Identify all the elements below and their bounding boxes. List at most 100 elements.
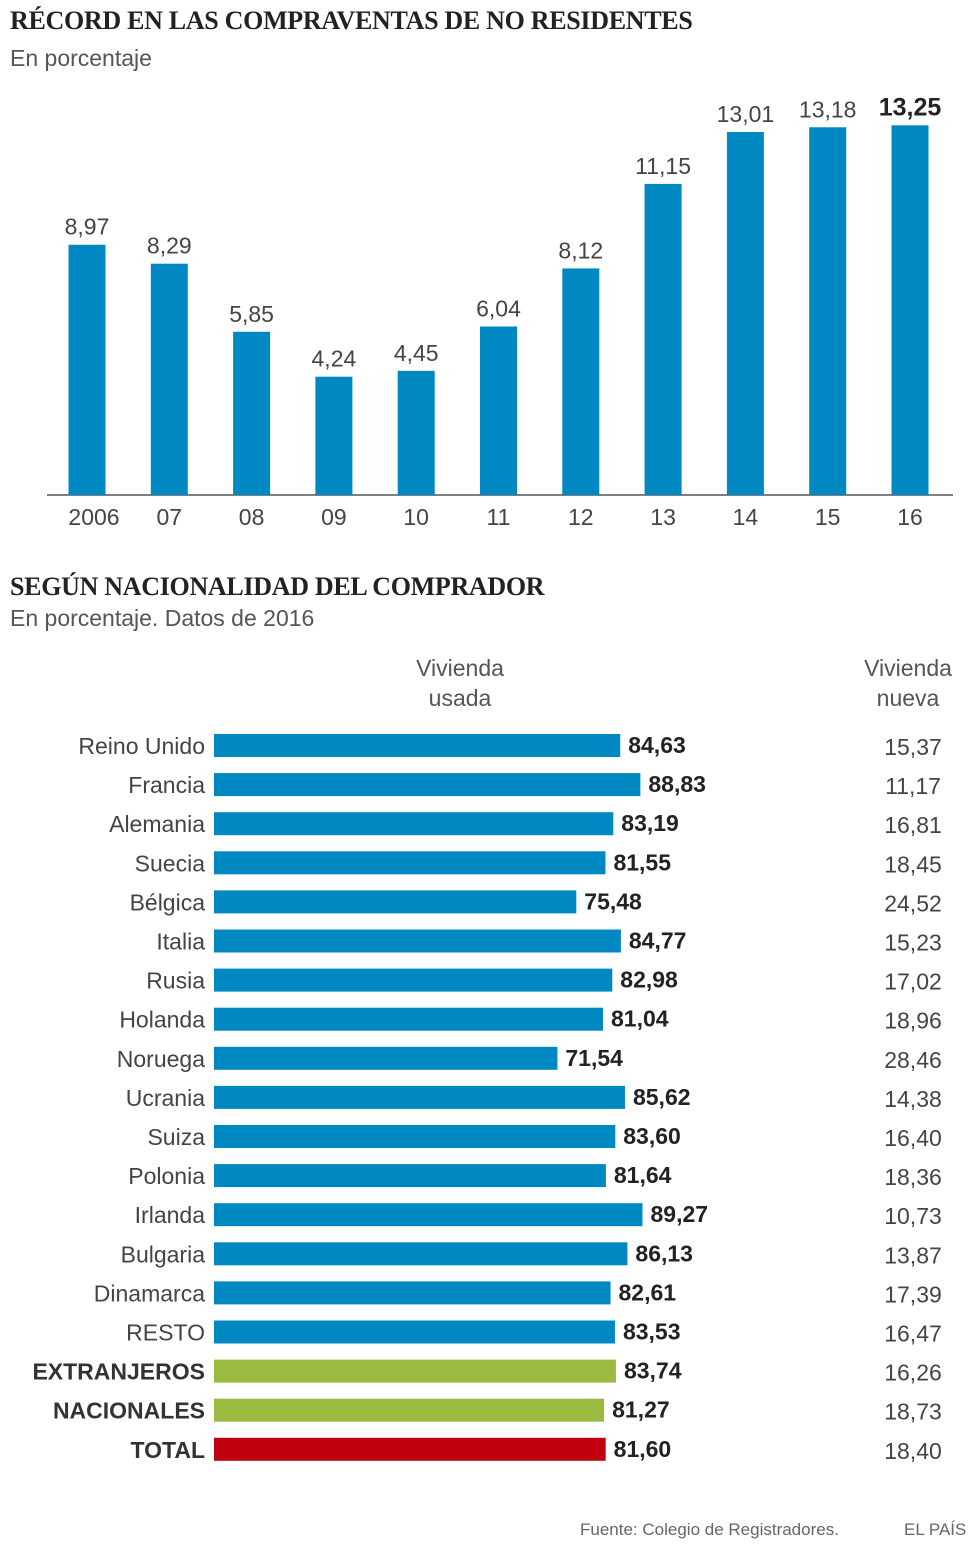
used-value-italia: 84,77 — [629, 928, 687, 954]
value-label-12: 8,12 — [558, 237, 603, 263]
row-label-holanda: Holanda — [119, 1007, 205, 1033]
new-value-nacionales: 18,73 — [884, 1399, 942, 1425]
used-value-extranjeros: 83,74 — [624, 1358, 682, 1384]
x-tick-label-11: 11 — [487, 504, 511, 530]
used-value-reino-unido: 84,63 — [628, 732, 686, 758]
used-value-resto: 83,53 — [623, 1319, 681, 1345]
value-label-16: 13,25 — [879, 93, 942, 121]
row-label-b-lgica: Bélgica — [130, 889, 206, 915]
row-label-rusia: Rusia — [146, 968, 205, 994]
new-value-bulgaria: 13,87 — [884, 1242, 942, 1268]
source-note: Fuente: Colegio de Registradores. — [580, 1520, 839, 1539]
bar-suiza — [214, 1125, 616, 1148]
new-value-noruega: 28,46 — [884, 1047, 942, 1073]
row-label-alemania: Alemania — [109, 811, 205, 837]
new-value-polonia: 18,36 — [884, 1164, 942, 1190]
bar-alemania — [214, 812, 614, 836]
row-label-noruega: Noruega — [117, 1046, 205, 1072]
used-value-bulgaria: 86,13 — [635, 1240, 693, 1266]
x-tick-label-12: 12 — [568, 504, 594, 530]
used-value-francia: 88,83 — [648, 771, 706, 797]
nationality-bar-chart: Vivienda usada Vivienda nueva Reino Unido 84,… — [32, 655, 952, 1464]
bar-total — [214, 1437, 606, 1461]
bar-nacionales — [214, 1398, 605, 1422]
new-value-holanda: 18,96 — [884, 1008, 942, 1034]
chart2-subtitle: En porcentaje. Datos de 2016 — [10, 605, 315, 631]
chart2-title: SEGÚN NACIONALIDAD DEL COMPRADOR — [10, 572, 545, 601]
value-label-09: 4,24 — [312, 346, 357, 372]
used-value-suiza: 83,60 — [623, 1123, 681, 1149]
used-value-alemania: 83,19 — [621, 810, 679, 836]
col-header-new-line1: Vivienda — [864, 655, 952, 681]
new-value-extranjeros: 16,26 — [884, 1360, 942, 1386]
chart1-title: RÉCORD EN LAS COMPRAVENTAS DE NO RESIDEN… — [10, 6, 693, 35]
x-tick-label-2006: 2006 — [68, 504, 119, 530]
bar-reino-unido — [214, 734, 621, 757]
bar-rusia — [214, 968, 613, 992]
used-value-polonia: 81,64 — [614, 1162, 672, 1188]
used-value-ucrania: 85,62 — [633, 1084, 691, 1110]
used-value-rusia: 82,98 — [620, 967, 678, 993]
bar-b-lgica — [214, 890, 577, 914]
value-label-14: 13,01 — [717, 101, 775, 127]
new-value-suiza: 16,40 — [884, 1125, 942, 1151]
new-value-ucrania: 14,38 — [884, 1086, 942, 1112]
bar-13 — [644, 183, 682, 495]
bar-07 — [150, 263, 188, 495]
bar-bulgaria — [214, 1242, 628, 1266]
brand-label: EL PAÍS — [904, 1520, 967, 1539]
used-value-holanda: 81,04 — [611, 1006, 669, 1032]
x-tick-label-08: 08 — [239, 504, 265, 530]
x-tick-label-10: 10 — [403, 504, 429, 530]
bar-15 — [809, 127, 847, 495]
value-label-07: 8,29 — [147, 233, 192, 259]
value-label-11: 6,04 — [476, 295, 521, 321]
used-value-noruega: 71,54 — [565, 1045, 623, 1071]
bar-resto — [214, 1320, 615, 1344]
x-tick-label-15: 15 — [815, 504, 841, 530]
row-label-nacionales: NACIONALES — [53, 1398, 205, 1424]
new-value-italia: 15,23 — [884, 930, 942, 956]
bar-2006 — [68, 244, 106, 495]
value-label-10: 4,45 — [394, 340, 439, 366]
used-value-irlanda: 89,27 — [650, 1201, 708, 1227]
value-label-13: 11,15 — [635, 153, 691, 179]
used-value-b-lgica: 75,48 — [584, 888, 642, 914]
bar-16 — [891, 125, 929, 495]
row-label-extranjeros: EXTRANJEROS — [32, 1359, 205, 1385]
row-label-total: TOTAL — [130, 1437, 205, 1463]
yearly-bar-chart: 8,97 2006 8,29 07 5,85 08 4,24 09 4,45 10 6,04 11 8,… — [47, 93, 953, 530]
x-tick-label-14: 14 — [733, 504, 759, 530]
x-tick-label-16: 16 — [897, 504, 923, 530]
bar-polonia — [214, 1164, 606, 1188]
row-label-reino-unido: Reino Unido — [78, 733, 205, 759]
used-value-suecia: 81,55 — [613, 849, 671, 875]
row-label-dinamarca: Dinamarca — [94, 1280, 205, 1306]
row-label-suecia: Suecia — [135, 850, 206, 876]
row-label-irlanda: Irlanda — [135, 1202, 206, 1228]
value-label-15: 13,18 — [799, 96, 857, 122]
value-label-2006: 8,97 — [65, 214, 110, 240]
bar-12 — [562, 268, 600, 495]
bar-14 — [726, 132, 764, 495]
new-value-rusia: 17,02 — [884, 969, 942, 995]
x-tick-label-13: 13 — [650, 504, 676, 530]
bar-italia — [214, 929, 621, 953]
row-label-polonia: Polonia — [128, 1163, 205, 1189]
new-value-dinamarca: 17,39 — [884, 1281, 942, 1307]
used-value-total: 81,60 — [614, 1436, 672, 1462]
new-value-reino-unido: 15,37 — [884, 734, 942, 760]
bar-08 — [233, 331, 271, 495]
bar-10 — [397, 370, 435, 495]
new-value-resto: 16,47 — [884, 1321, 942, 1347]
col-header-used-line1: Vivienda — [416, 655, 504, 681]
bar-suecia — [214, 851, 606, 875]
bar-dinamarca — [214, 1281, 611, 1305]
row-label-suiza: Suiza — [147, 1124, 205, 1150]
bar-11 — [480, 326, 517, 495]
bar-francia — [214, 773, 641, 797]
new-value-irlanda: 10,73 — [884, 1203, 942, 1229]
new-value-b-lgica: 24,52 — [884, 890, 942, 916]
value-label-08: 5,85 — [229, 301, 274, 327]
used-value-dinamarca: 82,61 — [619, 1279, 677, 1305]
